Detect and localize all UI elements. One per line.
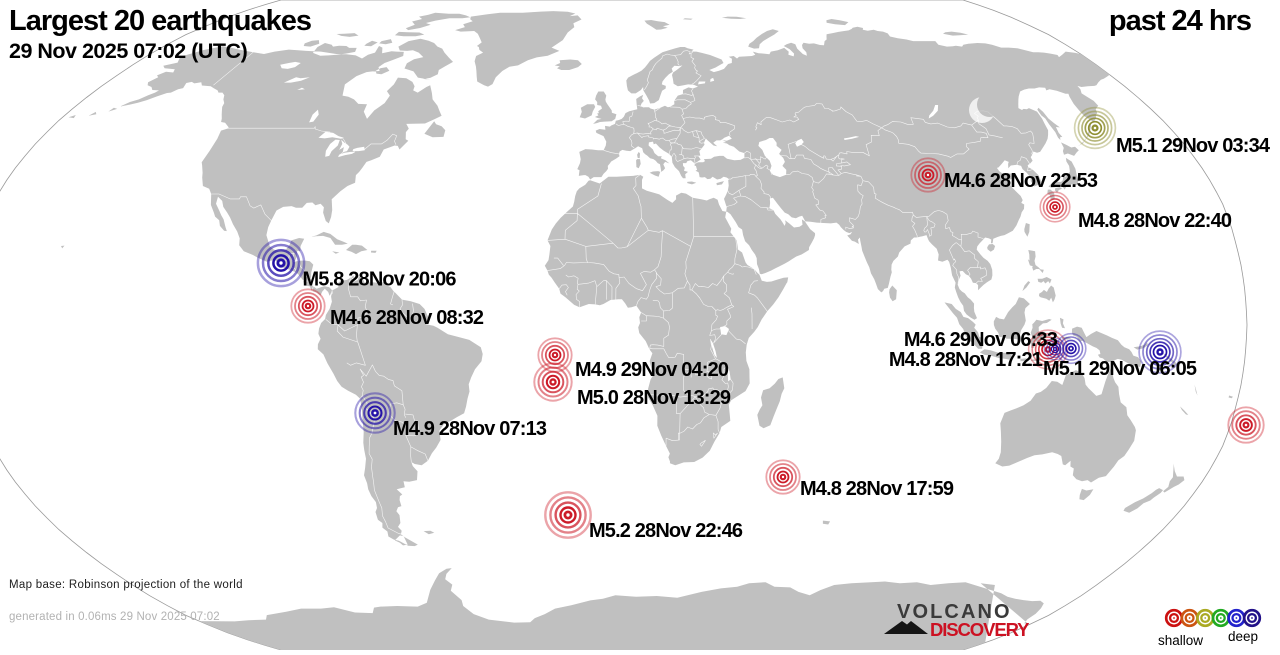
svg-text:M4.8 28Nov 17:59: M4.8 28Nov 17:59 [800, 478, 954, 500]
svg-text:M5.1 29Nov 03:34: M5.1 29Nov 03:34 [1116, 135, 1271, 157]
svg-text:deep: deep [1228, 629, 1258, 644]
svg-text:M4.6 28Nov 22:53: M4.6 28Nov 22:53 [944, 170, 1098, 192]
svg-text:29 Nov 2025 07:02 (UTC): 29 Nov 2025 07:02 (UTC) [9, 39, 248, 63]
svg-text:generated in 0.06ms 29 Nov 202: generated in 0.06ms 29 Nov 2025 07:02 [9, 611, 220, 623]
svg-text:M5.8 28Nov 20:06: M5.8 28Nov 20:06 [303, 269, 457, 291]
svg-text:M4.8 28Nov 17:21: M4.8 28Nov 17:21 [889, 349, 1043, 371]
svg-text:Largest 20 earthquakes: Largest 20 earthquakes [9, 5, 311, 37]
svg-text:VOLCANO: VOLCANO [897, 601, 1012, 623]
svg-text:M4.9 29Nov 04:20: M4.9 29Nov 04:20 [575, 359, 729, 381]
svg-text:M5.2 28Nov 22:46: M5.2 28Nov 22:46 [589, 520, 743, 542]
svg-text:shallow: shallow [1158, 633, 1203, 648]
svg-text:M4.6 29Nov 06:33: M4.6 29Nov 06:33 [904, 329, 1058, 351]
svg-text:M5.1 29Nov 06:05: M5.1 29Nov 06:05 [1043, 358, 1197, 380]
svg-text:M4.6 28Nov 08:32: M4.6 28Nov 08:32 [330, 307, 484, 329]
svg-text:DISCOVERY: DISCOVERY [930, 619, 1030, 640]
svg-text:M4.8 28Nov 22:40: M4.8 28Nov 22:40 [1078, 210, 1232, 232]
svg-text:Map base: Robinson projection: Map base: Robinson projection of the wor… [9, 579, 243, 591]
svg-text:M4.9 28Nov 07:13: M4.9 28Nov 07:13 [393, 418, 547, 440]
svg-text:M5.0 28Nov 13:29: M5.0 28Nov 13:29 [577, 387, 731, 409]
svg-text:past 24 hrs: past 24 hrs [1109, 5, 1251, 37]
